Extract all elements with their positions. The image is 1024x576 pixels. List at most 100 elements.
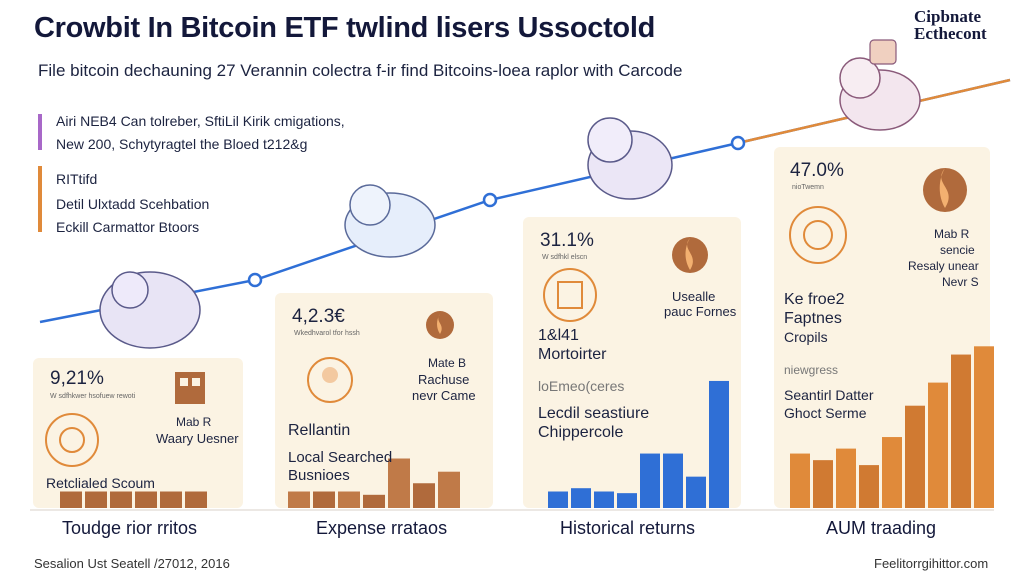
panel-2-bar (438, 471, 460, 508)
panel-4-small: Mab R (934, 227, 970, 241)
legend-item: RITtifd (56, 171, 98, 187)
mandala-icon (789, 206, 847, 264)
page-subtitle: File bitcoin dechauning 27 Verannin cole… (38, 61, 683, 80)
bar-charts (60, 346, 994, 508)
flame-icon (426, 311, 454, 339)
mascot-3-illustration (587, 117, 673, 200)
panel-3-bar (617, 493, 637, 508)
legend-group-1: Airi NEB4 Can tolreber, SftiLil Kirik cm… (36, 110, 345, 156)
panel-4-bar (905, 405, 925, 508)
panel-2-caption: Expense rrataos (316, 518, 448, 538)
panel-1-bar (185, 491, 207, 508)
panel-3-bar (663, 453, 683, 508)
panel-2-bar (288, 491, 310, 508)
panel-3-bar (548, 491, 568, 508)
panel-1-bottom: Retclialed Scoum (46, 475, 155, 491)
mascot-4-illustration (839, 39, 921, 131)
octopus-icon (307, 357, 353, 403)
panel-4-label: sencie (940, 243, 975, 257)
gear-icon (45, 413, 99, 467)
panel-4-bottom-2: Ghoct Serme (784, 405, 867, 421)
panel-3-heading-2: Mortoirter (538, 346, 607, 363)
panel-1-caption: Toudge rior rritos (62, 518, 198, 538)
panel-3-bar (640, 453, 660, 508)
panel-4-note: nioTwemn (792, 184, 824, 191)
page-title: Crowbit In Bitcoin ETF twlind lisers Uss… (34, 12, 656, 44)
building-icon (175, 372, 205, 404)
panel-3-caption: Historical returns (560, 518, 696, 538)
panel-4-bar (813, 460, 833, 508)
panel-4-caption: AUM traading (826, 518, 937, 538)
panel-4-bar (836, 448, 856, 508)
panel-3-bottom-2: Chippercole (538, 424, 624, 441)
legend-item: Detil Ulxtadd Scehbation (56, 196, 210, 212)
trend-node (730, 135, 746, 151)
panel-1-note: W sdfhkwer hsofuew rewoti (50, 393, 136, 400)
flame-icon (923, 168, 967, 212)
panel-3-bg (523, 217, 741, 508)
panel-2-bg (275, 293, 493, 508)
panel-3-bar (594, 491, 614, 508)
panel-2-note: Wkedhvarol tfor hssh (294, 330, 360, 337)
temple-icon (543, 268, 597, 322)
panel-3-bottom: Lecdil seastiure (538, 405, 650, 422)
panel-1-small: Mab R (176, 415, 212, 429)
panel-3-small: Usealle (672, 289, 716, 304)
panel-1-bar (110, 491, 132, 508)
panel-3-heading: 1&l41 (538, 327, 579, 344)
footer-source: Sesalion Ust Seatell /27012, 2016 (34, 556, 230, 571)
panel-3-percent: 31.1% (540, 230, 594, 251)
panel-4-heading-2: Faptnes (784, 310, 842, 327)
legend-bar-orange (38, 166, 42, 232)
panel-2-bottom: Local Searched (288, 449, 393, 466)
footer-url: Feelitorrgihittor.com (874, 556, 989, 571)
brand-logo: Cipbnate Ecthecont (914, 8, 987, 42)
panel-4-bottom: Seantirl Datter (784, 387, 874, 403)
panel-4-bar (859, 465, 879, 508)
panel-2-bottom-2: Busnioes (288, 467, 350, 484)
panel-1-label: Waary Uesner (156, 431, 239, 446)
panel-1-bar (135, 491, 157, 508)
panel-2-label-2: nevr Came (412, 388, 476, 403)
panel-4-bar (928, 382, 948, 508)
panel-4-heading: Ke froe2 (784, 291, 845, 308)
trend-node (247, 272, 263, 288)
legend-item: New 200, Schytyragtel the Bloed t212&g (56, 136, 308, 152)
panel-2-bar (363, 494, 385, 508)
legend-group-2: RITtifd Detil Ulxtadd Scehbation Eckill … (36, 168, 209, 239)
panel-4-mid: niewgress (784, 363, 839, 377)
panel-3-bar (686, 476, 706, 508)
panel-2-percent: 4,2.3€ (292, 306, 345, 327)
legend-bar-purple (38, 114, 42, 150)
panel-2-bar (388, 458, 410, 508)
panel-3-label: pauc Fornes (664, 304, 737, 319)
panel-2-bar (413, 483, 435, 508)
panel-1-percent: 9,21% (50, 368, 104, 389)
panel-4-label-2: Resaly unear (908, 259, 979, 273)
panel-3-note: W sdfhkl elscn (542, 254, 588, 261)
panel-1-bar (160, 491, 182, 508)
panel-2-bar (338, 491, 360, 508)
panel-4-heading-3: Cropils (784, 329, 828, 345)
panel-4-label-3: Nevr S (942, 275, 979, 289)
panel-4-bar (882, 437, 902, 508)
panel-2-small: Mate B (428, 356, 467, 370)
mascot-2-illustration (344, 184, 436, 258)
flame-icon (672, 237, 708, 273)
panel-4-percent: 47.0% (790, 160, 844, 181)
panel-2-bar (313, 491, 335, 508)
legend-item: Airi NEB4 Can tolreber, SftiLil Kirik cm… (56, 113, 345, 129)
panel-4-bar (974, 346, 994, 508)
panel-3-mid: loEmeo(ceres (538, 378, 625, 394)
panel-3-bar (709, 380, 729, 508)
panel-3-bar (571, 488, 591, 508)
mascot-1-illustration (99, 271, 201, 349)
legend-item: Eckill Carmattor Btoors (56, 219, 200, 235)
brand-line-1: Cipbnate (914, 7, 982, 26)
brand-line-2: Ecthecont (914, 24, 987, 43)
panel-1-bar (60, 491, 82, 508)
panel-4-bar (951, 354, 971, 508)
trend-node (482, 192, 498, 208)
panel-2-heading: Rellantin (288, 422, 351, 439)
